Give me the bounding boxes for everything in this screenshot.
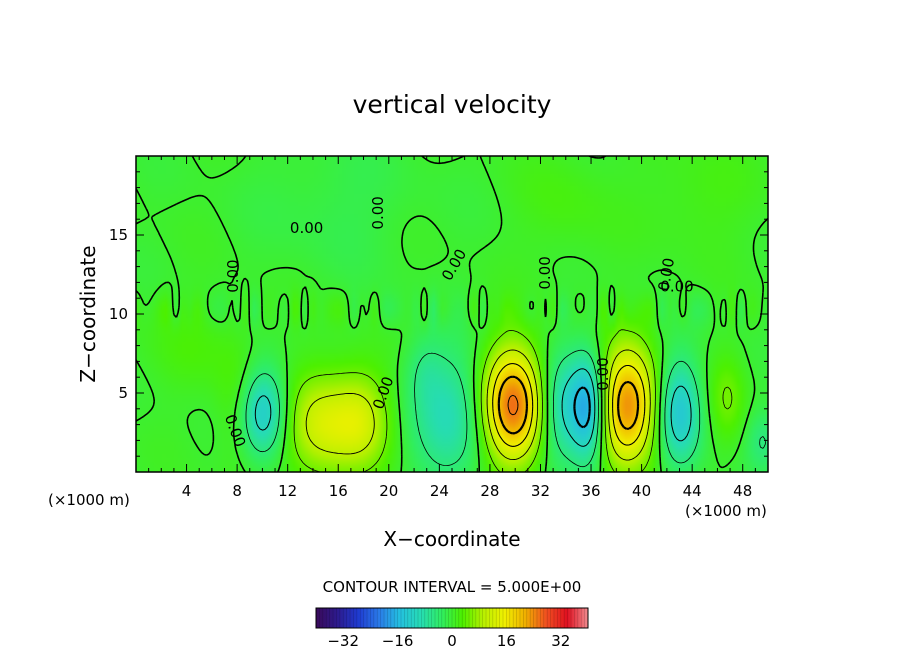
colorbar-tick-label: −16 xyxy=(382,632,414,650)
y-axis: 5 10 15 xyxy=(109,171,768,457)
contour-line xyxy=(507,394,519,416)
y-axis-label: Z−coordinate xyxy=(76,245,100,382)
velocity-field-image xyxy=(136,156,768,472)
x-unit-left: (×1000 m) xyxy=(48,491,130,509)
contour-line xyxy=(492,362,646,447)
contour-line xyxy=(245,349,766,468)
contour-label: 0.00 xyxy=(224,259,242,292)
contour-label: 0.00 xyxy=(290,219,323,237)
x-unit-right: (×1000 m) xyxy=(685,502,767,520)
contour-line xyxy=(305,349,651,461)
x-tick-label: 28 xyxy=(480,482,499,500)
contour-label: 0.00 xyxy=(369,196,387,229)
colorbar-tick-label: −32 xyxy=(327,632,359,650)
colorbar: −32 −16 0 16 32 xyxy=(315,607,589,650)
colorbar-frame xyxy=(315,607,589,629)
contour-label: 0.00 xyxy=(594,357,612,390)
x-axis: 4 8 12 16 20 24 28 32 36 40 44 48 xyxy=(148,156,756,500)
x-tick-label: 48 xyxy=(733,482,752,500)
x-tick-label: 16 xyxy=(329,482,348,500)
contour-line xyxy=(136,156,768,472)
y-tick-label: 15 xyxy=(109,226,128,244)
x-tick-label: 4 xyxy=(182,482,192,500)
x-tick-label: 24 xyxy=(430,482,449,500)
x-tick-label: 40 xyxy=(632,482,651,500)
contour-label: 0.00 xyxy=(660,278,693,296)
contour-label: 0.00 xyxy=(536,256,554,289)
colorbar-stripes xyxy=(319,608,585,628)
x-tick-label: 36 xyxy=(581,482,600,500)
contour-lines xyxy=(136,156,768,472)
colorbar-tick-label: 32 xyxy=(551,632,570,650)
contour-interval-text: CONTOUR INTERVAL = 5.000E+00 xyxy=(323,578,582,596)
y-tick-label: 10 xyxy=(109,305,128,323)
contour-line xyxy=(573,386,591,429)
colorbar-ticks: −32 −16 0 16 32 xyxy=(327,632,570,650)
chart-title: vertical velocity xyxy=(353,90,552,119)
colorbar-tick-label: 16 xyxy=(497,632,516,650)
x-tick-label: 20 xyxy=(379,482,398,500)
colorbar-tick-label: 0 xyxy=(447,632,457,650)
contour-line xyxy=(497,375,640,435)
contour-line xyxy=(254,368,692,447)
y-tick-label: 5 xyxy=(118,384,128,402)
contour-label: 0.00 xyxy=(655,256,679,292)
heatmap-field xyxy=(136,156,768,472)
x-tick-label: 32 xyxy=(531,482,550,500)
x-tick-label: 12 xyxy=(278,482,297,500)
x-tick-label: 44 xyxy=(683,482,702,500)
x-tick-label: 8 xyxy=(232,482,242,500)
x-axis-label: X−coordinate xyxy=(383,527,520,551)
colorbar-gradient xyxy=(316,608,588,628)
